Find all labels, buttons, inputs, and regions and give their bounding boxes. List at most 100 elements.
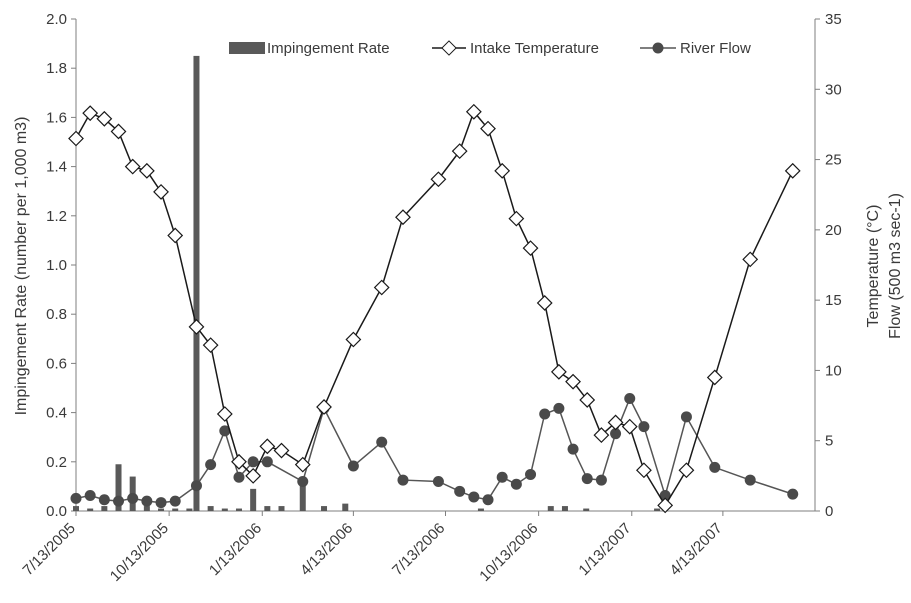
impingement-bar [235, 508, 242, 511]
x-tick-label: 1/13/2007 [575, 520, 634, 579]
intake-temperature-point [635, 462, 652, 479]
river-flow-point [155, 497, 167, 509]
intake-temperature-point [657, 497, 674, 514]
intake-temperature-point [678, 462, 695, 479]
intake-temperature-point [480, 120, 496, 137]
y-tick-label-left: 1.0 [46, 257, 67, 274]
river-flow-point [680, 411, 692, 423]
x-tick-label: 1/13/2006 [206, 520, 265, 579]
river-flow-point [297, 475, 309, 487]
intake-temperature-point [188, 318, 205, 335]
y-axis-label-left: Impingement Rate (number per 1,000 m3) [13, 117, 30, 416]
y-tick-label-right: 0 [825, 503, 833, 520]
intake-temperature-line [75, 110, 794, 507]
impingement-bar [207, 506, 214, 511]
impingement-bar [172, 508, 179, 511]
x-tick-label: 7/13/2005 [20, 520, 79, 579]
intake-temperature-point [202, 337, 219, 354]
intake-temperature-point [706, 369, 723, 386]
intake-temperature-point [579, 392, 596, 408]
river-flow-point [624, 393, 636, 405]
intake-temperature-point [110, 123, 127, 140]
x-tick-label: 4/13/2007 [666, 520, 725, 579]
impingement-bar [87, 508, 94, 511]
intake-temperature-point [522, 240, 539, 257]
intake-temperature-point [273, 442, 290, 459]
y-tick-label-left: 0.0 [46, 503, 67, 520]
legend-marker-river-flow [652, 42, 664, 54]
river-flow-point [610, 428, 622, 440]
river-flow-point [468, 491, 480, 503]
intake-temperature-point [245, 467, 262, 484]
impingement-bar [115, 464, 122, 511]
impingement-bar [477, 508, 484, 511]
river-flow-point [190, 480, 202, 492]
intake-temperature-point [231, 453, 247, 470]
y-tick-label-left: 0.8 [46, 306, 67, 323]
y-tick-label-left: 2.0 [46, 11, 67, 28]
y-tick-label-right: 15 [825, 292, 842, 309]
y-tick-label-left: 0.6 [46, 355, 67, 372]
intake-temperature-point [607, 414, 624, 431]
intake-temperature-series [68, 103, 801, 514]
y-tick-label-left: 1.4 [46, 159, 67, 176]
x-tick-label: 10/13/2005 [107, 520, 172, 585]
intake-temperature-point [259, 438, 276, 455]
river-flow-point [539, 408, 551, 420]
river-flow-point [482, 494, 494, 506]
intake-temperature-point [138, 162, 155, 179]
intake-temperature-point [68, 130, 84, 147]
legend-swatch-impingement-rate [229, 42, 265, 54]
impingement-bar [299, 479, 306, 511]
river-flow-point [595, 474, 607, 486]
impingement-bar [143, 506, 150, 511]
legend-label-intake-temperature: Intake Temperature [470, 40, 599, 57]
impingement-bar [264, 506, 271, 511]
river-flow-point [261, 456, 273, 468]
river-flow-series [70, 393, 799, 509]
impingement-bar [561, 506, 568, 511]
intake-temperature-point [153, 183, 169, 200]
legend-label-impingement-rate: Impingement Rate [267, 40, 390, 57]
y-tick-label-left: 0.4 [46, 405, 67, 422]
river-flow-point [659, 490, 671, 502]
legend: Impingement Rate Intake Temperature River … [229, 40, 751, 57]
intake-temperature-point [82, 105, 99, 122]
impingement-bar [250, 488, 257, 511]
intake-temperature-point [565, 373, 581, 390]
impingement-bar [221, 508, 228, 511]
impingement-bar [158, 508, 165, 511]
y-tick-label-right: 25 [825, 152, 842, 169]
intake-temperature-point [742, 251, 759, 268]
y-tick-label-left: 0.2 [46, 454, 67, 471]
river-flow-point [127, 492, 139, 504]
x-tick-label: 10/13/2006 [476, 520, 541, 585]
y-tick-label-right: 5 [825, 433, 833, 450]
y-axis-label-right-flow: Flow (500 m3 sec-1) [887, 193, 904, 339]
y-tick-label-right: 35 [825, 11, 842, 28]
impingement-bar [583, 508, 590, 511]
intake-temperature-point [451, 143, 468, 160]
y-axis-label-right-temperature: Temperature (°C) [865, 205, 882, 328]
intake-temperature-point [465, 103, 482, 120]
impingement-bar [101, 506, 108, 511]
intake-temperature-point [430, 171, 447, 188]
river-flow-point [787, 488, 799, 500]
impingement-bar [193, 55, 200, 512]
intake-temperature-point [536, 295, 553, 311]
river-flow-point [510, 478, 522, 490]
intake-temperature-point [593, 427, 610, 444]
river-flow-point [581, 473, 593, 485]
intake-temperature-point [373, 279, 390, 296]
river-flow-point [432, 475, 444, 487]
river-flow-point [744, 474, 756, 486]
impingement-bar [547, 506, 554, 511]
y-tick-label-right: 30 [825, 81, 842, 98]
river-flow-point [98, 494, 110, 506]
y-tick-label-left: 1.6 [46, 109, 67, 126]
river-flow-point [496, 471, 508, 483]
intake-temperature-point [345, 331, 362, 348]
intake-temperature-point [216, 406, 233, 422]
intake-temperature-point [316, 399, 332, 415]
